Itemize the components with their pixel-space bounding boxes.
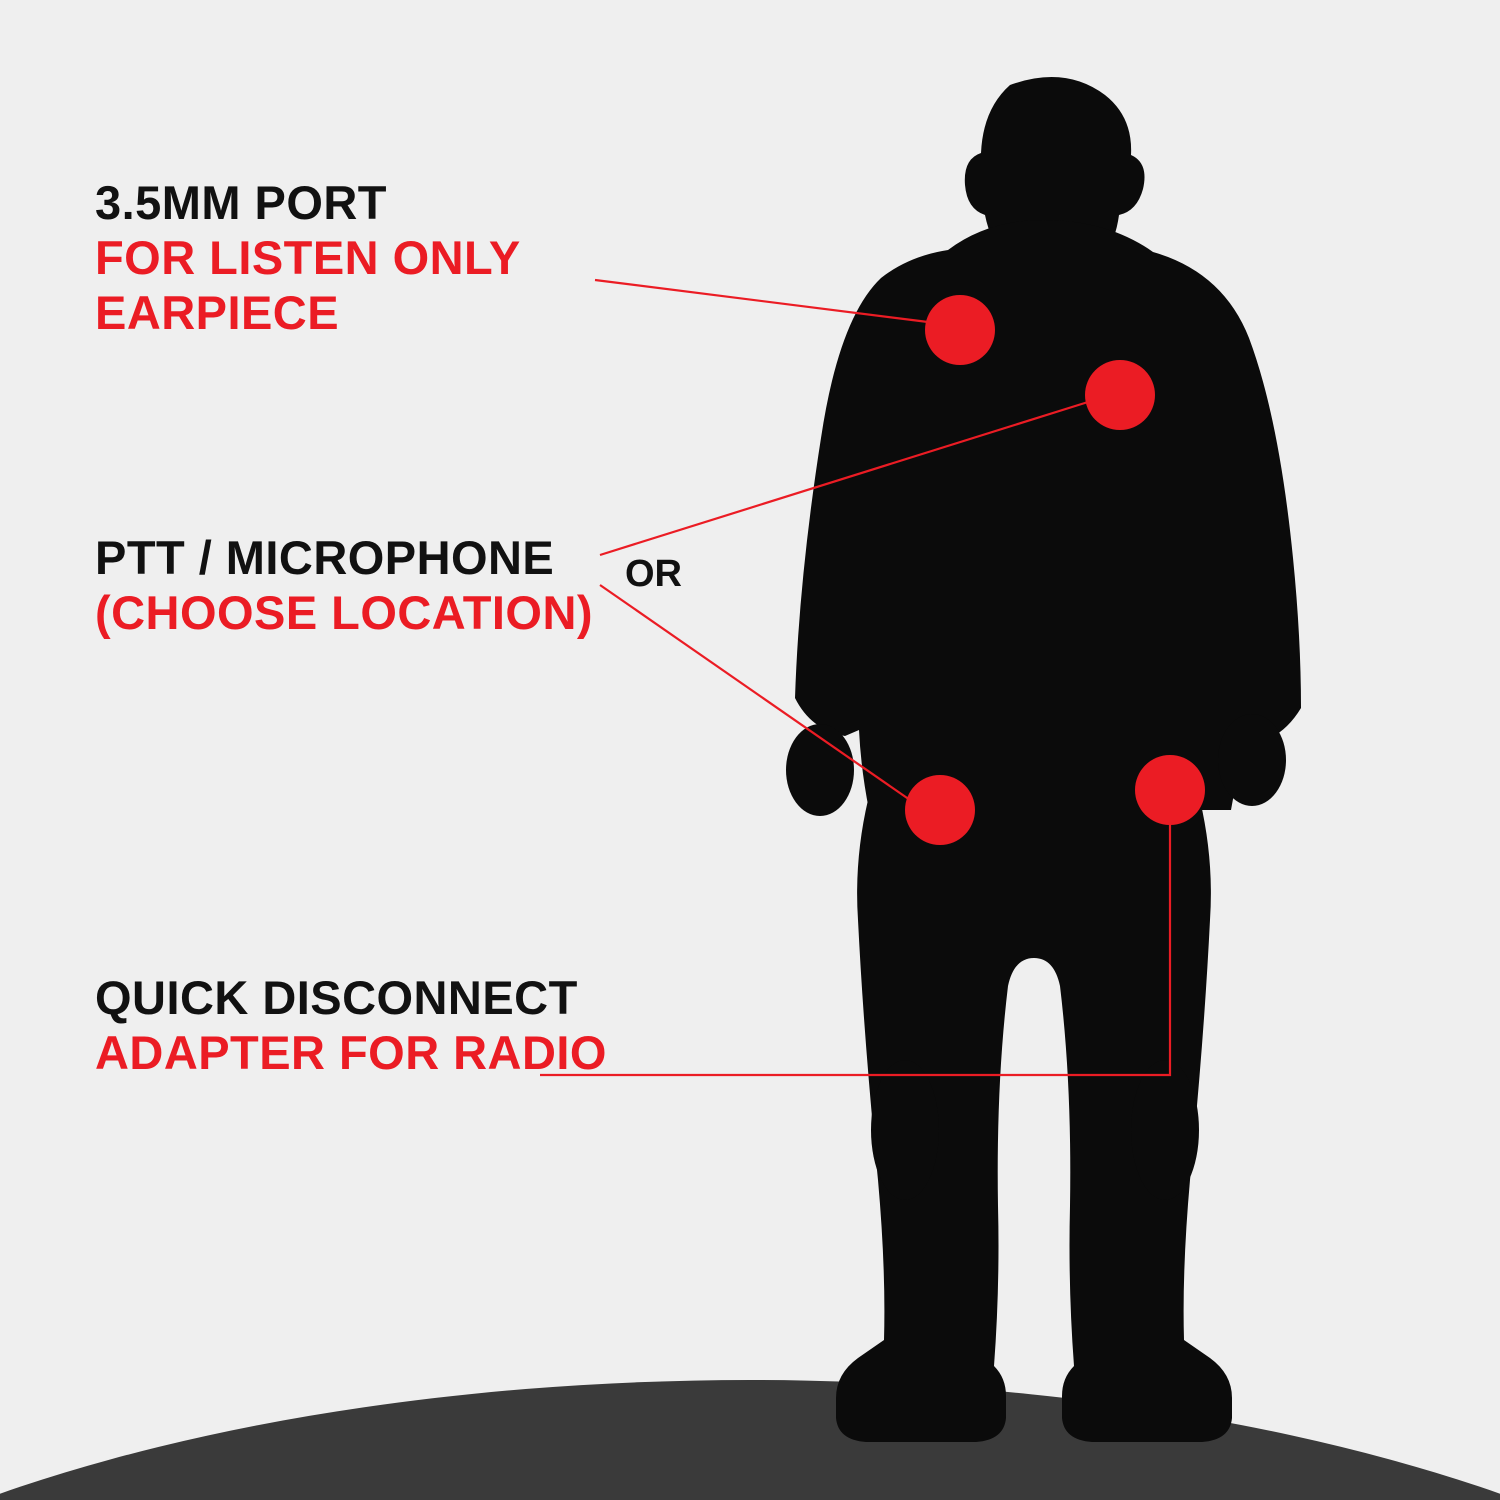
line-ptt-hip — [600, 585, 910, 800]
dot-hip-right — [1135, 755, 1205, 825]
label-port-line2: For Listen Only Earpiece — [95, 230, 535, 340]
label-or: or — [625, 553, 682, 596]
label-qdc: Quick Disconnect Adapter for Radio — [95, 970, 607, 1080]
label-port-line1: 3.5mm Port — [95, 175, 535, 230]
label-ptt-line1: PTT / Microphone — [95, 530, 593, 585]
label-port: 3.5mm Port For Listen Only Earpiece — [95, 175, 535, 340]
person-silhouette — [786, 77, 1301, 1442]
dot-chest — [925, 295, 995, 365]
label-ptt: PTT / Microphone (Choose Location) — [95, 530, 593, 640]
connector-lines — [540, 280, 1170, 1075]
infographic-canvas: 3.5mm Port For Listen Only Earpiece PTT … — [0, 0, 1500, 1500]
label-qdc-line1: Quick Disconnect — [95, 970, 607, 1025]
dot-shoulder-right — [1085, 360, 1155, 430]
label-qdc-line2: Adapter for Radio — [95, 1025, 607, 1080]
label-ptt-line2: (Choose Location) — [95, 585, 593, 640]
line-ptt-shoulder — [600, 402, 1088, 555]
line-port — [595, 280, 928, 322]
dot-hip-left — [905, 775, 975, 845]
location-dots — [905, 295, 1205, 845]
ground-ellipse — [0, 1380, 1500, 1500]
line-qdc — [540, 823, 1170, 1075]
